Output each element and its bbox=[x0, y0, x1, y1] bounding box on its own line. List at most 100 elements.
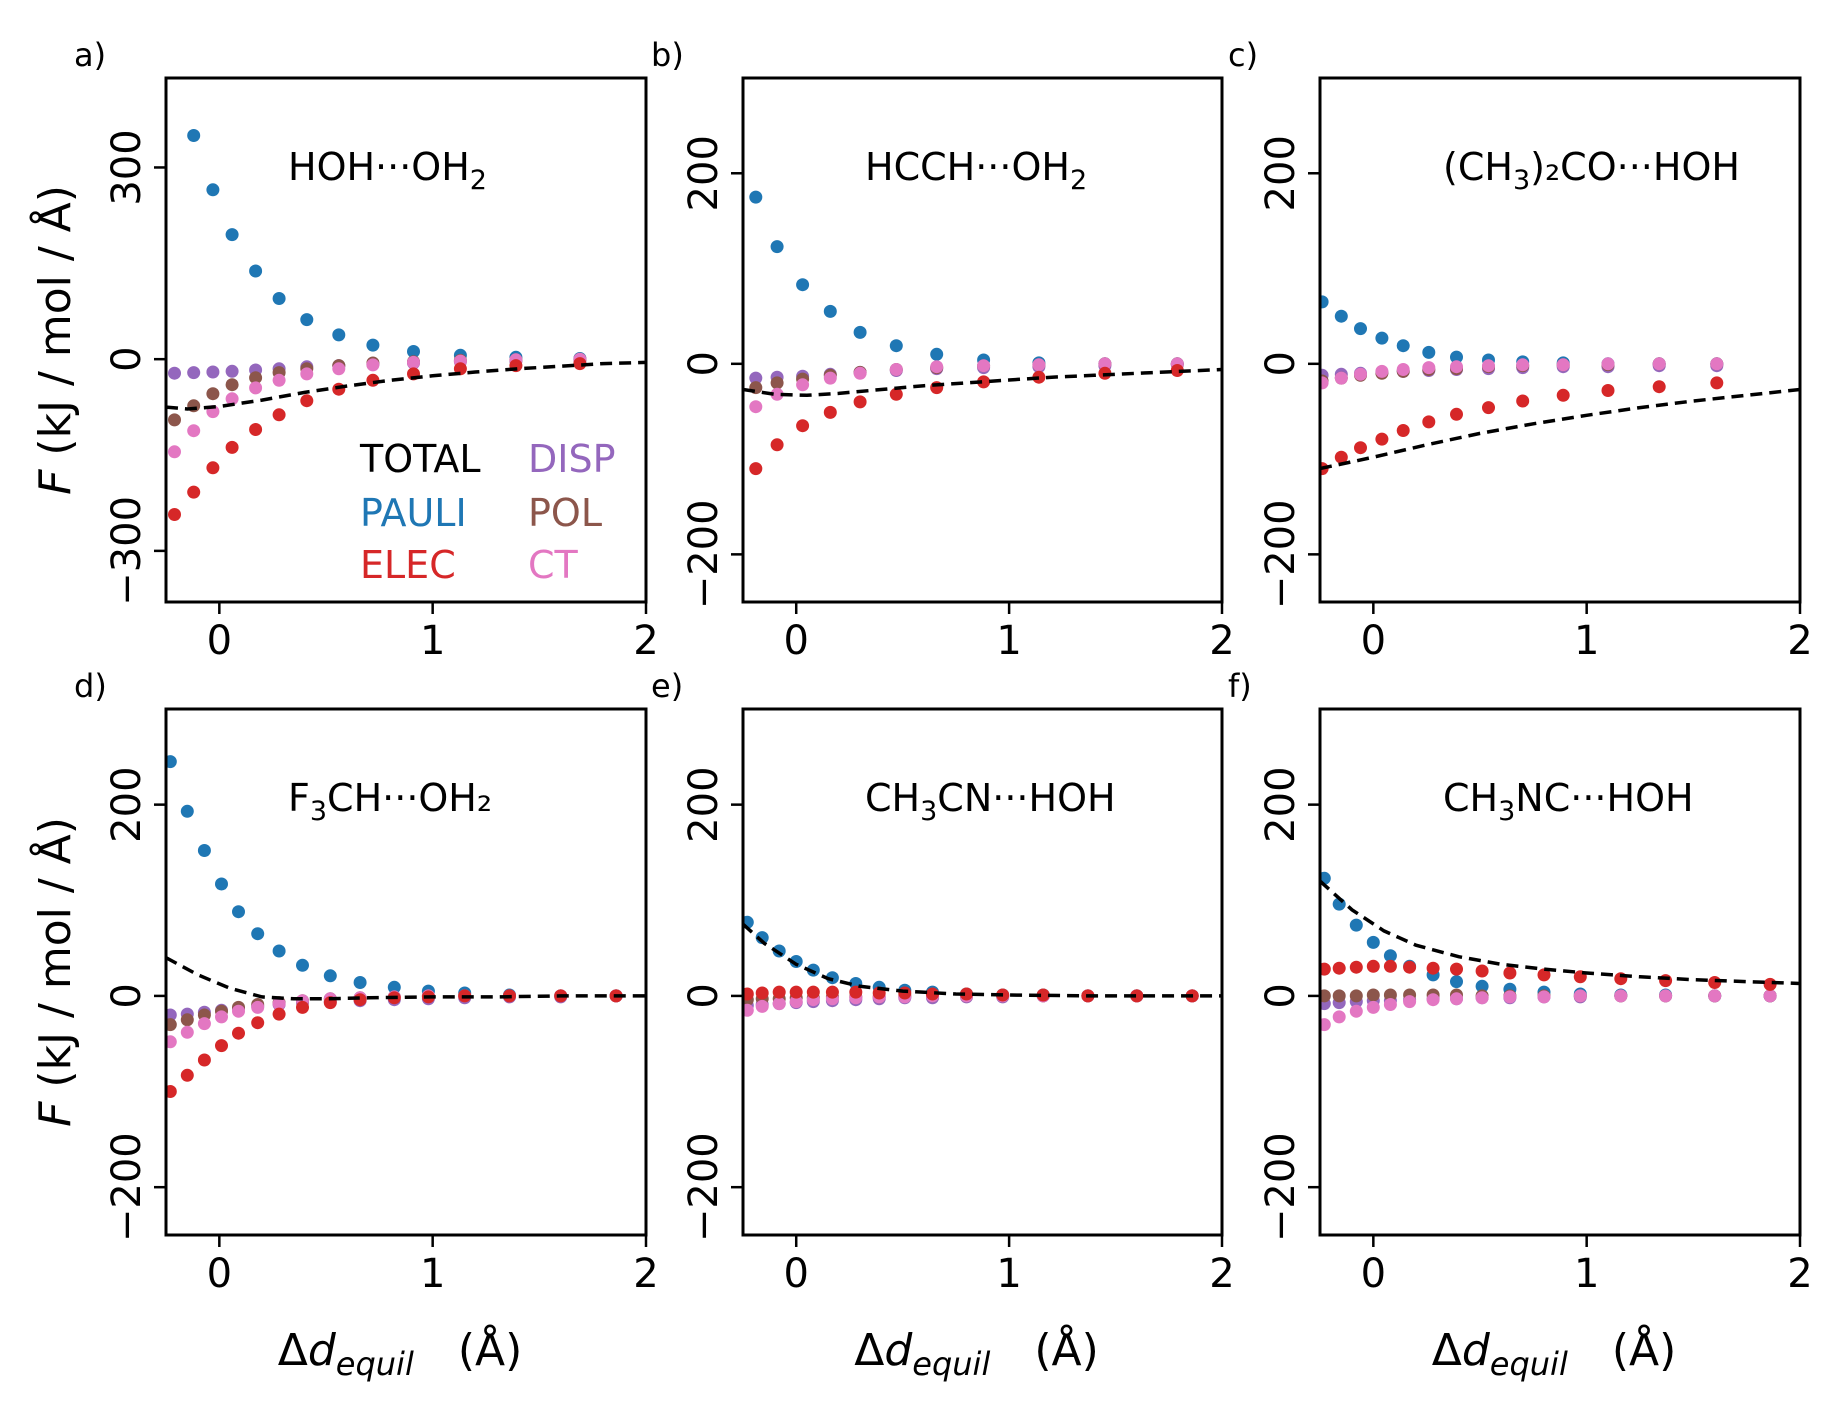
title-subscript: 3 bbox=[920, 796, 937, 827]
panel-label: a) bbox=[74, 36, 106, 74]
point-disp bbox=[187, 366, 201, 380]
point-elec bbox=[1320, 962, 1331, 976]
point-disp bbox=[166, 1008, 177, 1022]
xlabel-sub: equil bbox=[912, 1345, 990, 1383]
point-ct bbox=[1032, 358, 1046, 372]
panel-6: f) 0 1 2 −200 0 200 CH3NC···HOH Δdequil (Å) bbox=[1228, 667, 1813, 1383]
point-ct bbox=[168, 445, 181, 459]
point-ct bbox=[1354, 367, 1367, 381]
point-elec bbox=[772, 985, 786, 999]
point-ct bbox=[1396, 363, 1410, 376]
point-elec bbox=[1349, 960, 1363, 974]
y-tick-label: −200 bbox=[1258, 1132, 1304, 1242]
panel-label: c) bbox=[1228, 36, 1258, 74]
point-pauli bbox=[1422, 345, 1436, 359]
point-pauli bbox=[387, 980, 401, 994]
axes-frame bbox=[1318, 76, 1802, 604]
x-tick-label: 2 bbox=[633, 618, 658, 664]
point-elec bbox=[272, 1007, 286, 1021]
panel-title: CH3CN···HOH bbox=[865, 776, 1116, 827]
point-elec bbox=[1036, 988, 1050, 1002]
point-ct bbox=[823, 371, 837, 385]
plot-area bbox=[1320, 295, 1800, 476]
point-pauli bbox=[353, 976, 367, 989]
point-elec bbox=[853, 395, 867, 409]
y-tick-label: 200 bbox=[1258, 766, 1304, 842]
point-ct bbox=[187, 424, 201, 438]
point-elec bbox=[1503, 966, 1517, 980]
title-subscript: 3 bbox=[1498, 796, 1515, 827]
point-elec bbox=[1354, 441, 1367, 455]
point-elec bbox=[168, 508, 181, 521]
x-tick-label: 1 bbox=[1574, 618, 1599, 664]
x-tick-label: 0 bbox=[783, 618, 808, 664]
panel-title: F3CH···OH₂ bbox=[288, 776, 492, 827]
y-tick-label: 0 bbox=[681, 983, 727, 1008]
point-pauli bbox=[889, 339, 903, 353]
title-main: HOH···OH bbox=[288, 145, 470, 189]
point-pauli bbox=[206, 183, 220, 197]
title-tail: NC···HOH bbox=[1515, 776, 1693, 820]
ylabel-F: F bbox=[30, 469, 81, 495]
point-pol bbox=[166, 1018, 177, 1032]
point-ct bbox=[1450, 992, 1463, 1006]
panel-title: HOH···OH2 bbox=[288, 145, 487, 196]
y-tick-label: 200 bbox=[681, 135, 727, 211]
title-main: CH bbox=[1443, 776, 1498, 820]
point-elec bbox=[1130, 989, 1144, 1003]
point-pauli bbox=[187, 129, 201, 142]
x-tick-label: 0 bbox=[207, 1251, 232, 1297]
x-tick-label: 1 bbox=[996, 618, 1021, 664]
point-elec bbox=[1482, 401, 1495, 415]
title-subscript: 3 bbox=[1513, 165, 1530, 196]
x-tick-label: 1 bbox=[420, 618, 445, 664]
point-elec bbox=[1422, 415, 1436, 429]
point-elec bbox=[232, 1026, 245, 1040]
point-pauli bbox=[1349, 918, 1363, 932]
title-subscript: 3 bbox=[310, 796, 327, 827]
total-curve bbox=[1320, 387, 1800, 471]
point-pauli bbox=[366, 338, 380, 352]
plot-area bbox=[166, 129, 646, 521]
point-ct bbox=[1659, 989, 1673, 1003]
panel-3: c) 0 1 2 −200 0 200 (CH3)₂CO···HOH bbox=[1228, 36, 1813, 664]
point-elec bbox=[225, 440, 239, 454]
point-ct bbox=[407, 355, 420, 369]
y-axis-title: F (kJ / mol / Å) bbox=[28, 817, 81, 1127]
point-elec bbox=[300, 394, 314, 408]
point-elec bbox=[1450, 962, 1463, 976]
point-pauli bbox=[930, 347, 944, 361]
point-elec bbox=[272, 408, 286, 422]
point-pauli bbox=[1366, 935, 1380, 949]
point-elec bbox=[1652, 380, 1666, 394]
point-elec bbox=[825, 985, 839, 999]
xlabel-unit: (Å) bbox=[1612, 1323, 1676, 1376]
point-elec bbox=[977, 375, 991, 389]
panel-label: b) bbox=[651, 36, 684, 74]
y-tick-label: −200 bbox=[681, 1132, 727, 1242]
point-ct bbox=[332, 362, 346, 376]
point-ct bbox=[977, 359, 991, 373]
point-elec bbox=[789, 985, 803, 999]
y-tick-label: 0 bbox=[681, 351, 727, 376]
point-ct bbox=[197, 1017, 211, 1031]
axes-frame bbox=[1318, 707, 1802, 1237]
point-elec bbox=[806, 985, 820, 999]
point-pauli bbox=[825, 971, 839, 985]
point-elec bbox=[1396, 424, 1410, 437]
point-disp bbox=[168, 366, 181, 380]
point-ct bbox=[180, 1025, 194, 1039]
point-elec bbox=[1450, 407, 1463, 421]
point-disp bbox=[206, 365, 220, 379]
point-ct bbox=[1403, 995, 1417, 1009]
point-pol bbox=[180, 1013, 194, 1027]
point-elec bbox=[1556, 388, 1570, 402]
panel-title: (CH3)₂CO···HOH bbox=[1443, 145, 1740, 196]
point-pol bbox=[249, 371, 263, 385]
point-ct bbox=[1349, 1004, 1363, 1018]
point-pauli bbox=[249, 264, 263, 278]
title-main: (CH bbox=[1443, 145, 1513, 189]
y-tick-label: 0 bbox=[1258, 351, 1304, 376]
